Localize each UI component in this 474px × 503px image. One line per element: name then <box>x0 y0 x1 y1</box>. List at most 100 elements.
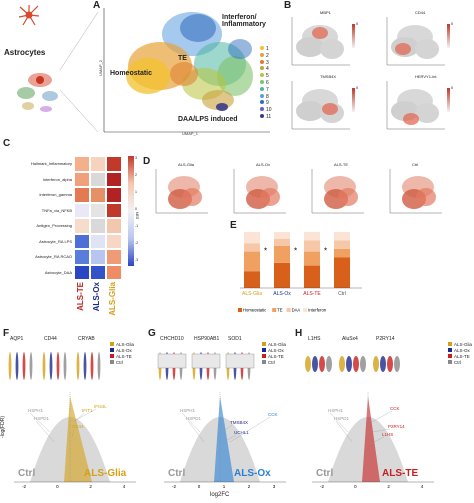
bar-segment <box>244 243 260 252</box>
heatmap-cell <box>90 218 106 234</box>
legend-item: ALS-Ox <box>262 348 284 353</box>
box-plot <box>225 353 255 369</box>
legend-dot <box>260 52 264 57</box>
legend-item: ALS-Ox <box>110 348 132 353</box>
heatmap-column-label: ALS-TE <box>76 282 85 311</box>
colorbar-tick: 3 <box>135 156 137 160</box>
cluster-legend-item: 2 <box>260 52 269 59</box>
violin-plots <box>305 356 400 372</box>
violin <box>90 352 94 380</box>
bar-segment <box>304 251 320 266</box>
gene-label: L1HS <box>308 336 321 342</box>
split-umaps: ALS-Glia ALS-Ox ALS-TE Ctrl <box>148 162 474 220</box>
legend-item: ALS-Glia <box>448 342 472 347</box>
significance-star: * <box>324 246 327 255</box>
legend-label: ALS-Ox <box>116 348 132 353</box>
volcano-gene-label: HSPH1 <box>328 408 344 413</box>
legend-label: Ctrl <box>268 360 275 365</box>
colorbar-tick: 1 <box>135 190 137 194</box>
heatmap-cell <box>90 171 106 187</box>
legend-swatch <box>110 360 114 364</box>
mini-umap <box>17 73 58 112</box>
volcano-gene-label: CD44 <box>72 424 84 429</box>
group-label: ALS-TE <box>382 468 418 479</box>
panel-letter-e: E <box>230 220 237 231</box>
legend-item: ALS-Glia <box>262 342 286 347</box>
legend-label: Ctrl <box>454 360 461 365</box>
group-label: ALS-Ox <box>234 468 271 479</box>
violin <box>394 356 400 372</box>
legend-item: Ctrl <box>262 360 275 365</box>
feature-umap <box>386 81 445 130</box>
heatmap-row-label: Hallmark_Inflammatory <box>30 161 72 166</box>
legend-label: ALS-Glia <box>116 342 135 347</box>
legend-label: 8 <box>266 93 269 100</box>
heatmap-cell <box>106 233 122 249</box>
legend-label: 5 <box>266 73 269 80</box>
legend-dot <box>260 66 264 71</box>
feature-colorbar <box>352 24 355 48</box>
legend-swatch <box>303 308 308 312</box>
legend-dot <box>260 80 264 84</box>
colorbar-tick: -3 <box>135 258 139 262</box>
legend-label: ALS-Ox <box>454 348 470 353</box>
heatmap-cell <box>74 202 90 218</box>
legend-swatch <box>448 354 452 358</box>
heatmap-cell <box>90 264 106 280</box>
violin <box>312 356 318 372</box>
x-tick-label: 0 <box>198 484 201 489</box>
colorbar-label: NES <box>135 212 139 220</box>
violin-plots <box>157 352 255 380</box>
split-umap-title: ALS-Glia <box>178 162 195 167</box>
feature-plot: MBP1 5 <box>284 10 376 72</box>
significance-star: * <box>294 246 297 255</box>
proportion-bar-chart: * ALS-Glia * ALS-Ox * ALS-TE Ctrl Homeostatic TE… <box>238 232 362 313</box>
volcano-gene-label: L1HS <box>382 432 393 437</box>
split-umap-title: ALS-TE <box>334 162 349 167</box>
violin <box>15 352 19 380</box>
legend-swatch <box>262 360 266 364</box>
legend-label: Interferon <box>308 308 327 313</box>
cluster-legend-item: 4 <box>260 66 269 72</box>
legend-label: 7 <box>266 86 269 93</box>
colorbar-max-label: 5 <box>451 22 453 26</box>
heatmap-column-label: ALS-Glia <box>108 282 117 316</box>
feature-umap <box>291 17 350 66</box>
volcano-gene-label: TMSB4X <box>230 420 248 425</box>
legend-swatch <box>262 342 266 346</box>
legend-dot <box>260 93 264 98</box>
volcano-gene-label: HSPH1 <box>28 408 44 413</box>
heatmap-row-label: Astrocyte_DAA <box>44 269 72 275</box>
bar-segment <box>274 232 290 239</box>
x-tick-label: -2 <box>22 484 26 489</box>
bar-segment <box>244 232 260 244</box>
feature-plot: HERVY1-int 5 <box>379 74 471 136</box>
legend-label: DAA <box>292 308 301 313</box>
feature-plot: CD44 5 <box>379 10 471 72</box>
x-tick-label: 2 <box>248 484 251 489</box>
legend-label: ALS-TE <box>268 354 284 359</box>
legend-swatch <box>110 348 114 352</box>
bar-segment <box>334 257 350 288</box>
gene-label: AluSx4 <box>342 336 358 342</box>
x-tick-label: 3 <box>273 484 276 489</box>
bar-category-label: Ctrl <box>338 291 346 297</box>
legend-item: Ctrl <box>448 360 461 365</box>
legend-label: 1 <box>266 46 269 52</box>
heatmap-cell <box>106 249 122 265</box>
legend-swatch <box>448 348 452 352</box>
panel-letter-g: G <box>148 328 156 339</box>
violin <box>97 352 101 380</box>
colorbar-max-label: 5 <box>451 86 453 90</box>
heatmap-cell <box>106 156 122 172</box>
x-tick-label: 4 <box>123 484 126 489</box>
box-plot <box>191 353 221 369</box>
feature-plot-title: HERVY1-int <box>415 74 437 79</box>
x-tick-label: -2 <box>320 484 324 489</box>
x-tick-label: 4 <box>421 484 424 489</box>
nes-colorbar <box>128 156 134 266</box>
legend-item: ALS-TE <box>262 354 284 359</box>
panel-letter-a: A <box>93 0 101 11</box>
legend-label: 6 <box>266 80 269 86</box>
